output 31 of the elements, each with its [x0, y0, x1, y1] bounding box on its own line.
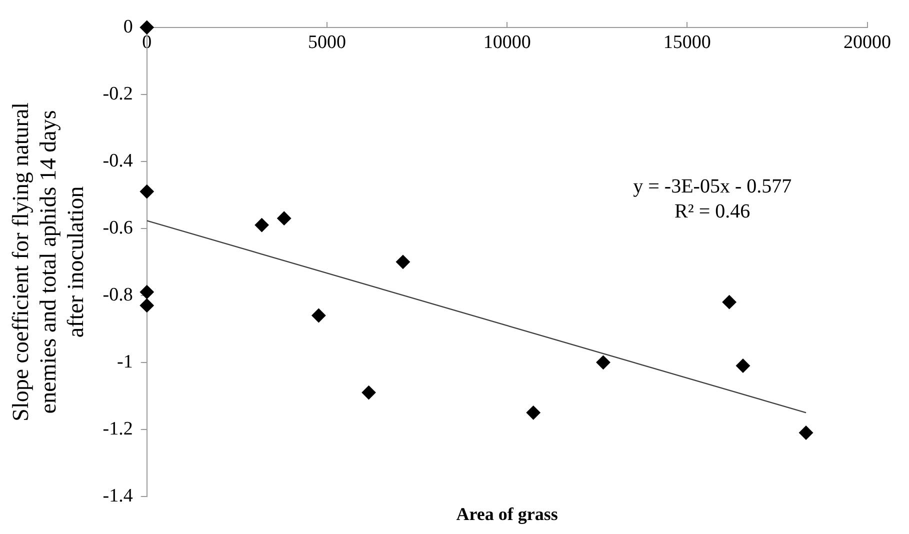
y-tick-label: -0.4 [102, 150, 134, 172]
y-tick-label: -0.8 [102, 284, 133, 306]
point [254, 218, 269, 232]
point [140, 298, 154, 312]
point [396, 254, 410, 269]
point [140, 20, 154, 34]
y-tick-label: 0 [123, 16, 133, 38]
y-tick-label: -0.6 [102, 217, 133, 238]
x-tick-label: 0 [142, 32, 152, 53]
point [140, 285, 154, 300]
x-axis-title: Area of grass [456, 504, 558, 524]
point [799, 426, 814, 440]
y-tick-label: -0.2 [102, 83, 133, 104]
point [140, 184, 154, 199]
x-tick-label: 15000 [663, 32, 711, 53]
point [736, 358, 750, 373]
point [362, 386, 376, 400]
annotation: R² = 0.46 [674, 200, 750, 223]
point [277, 211, 292, 226]
x-tick-label: 10000 [483, 32, 531, 53]
x-tick-label: 5000 [308, 32, 346, 53]
y-tick-label: -1.4 [102, 485, 134, 506]
point [526, 406, 540, 420]
point [596, 355, 610, 370]
y-tick-label: -1.2 [102, 418, 133, 440]
y-tick-label: -1 [117, 351, 133, 372]
y-axis-title: Slope coefficient for flying natural enemies and total aphids 14 days after inoculation [8, 102, 88, 422]
point [722, 295, 736, 310]
annotation: y = -3E-05x - 0.577 [633, 176, 792, 198]
x-tick-label: 20000 [844, 32, 891, 53]
point [312, 308, 326, 322]
